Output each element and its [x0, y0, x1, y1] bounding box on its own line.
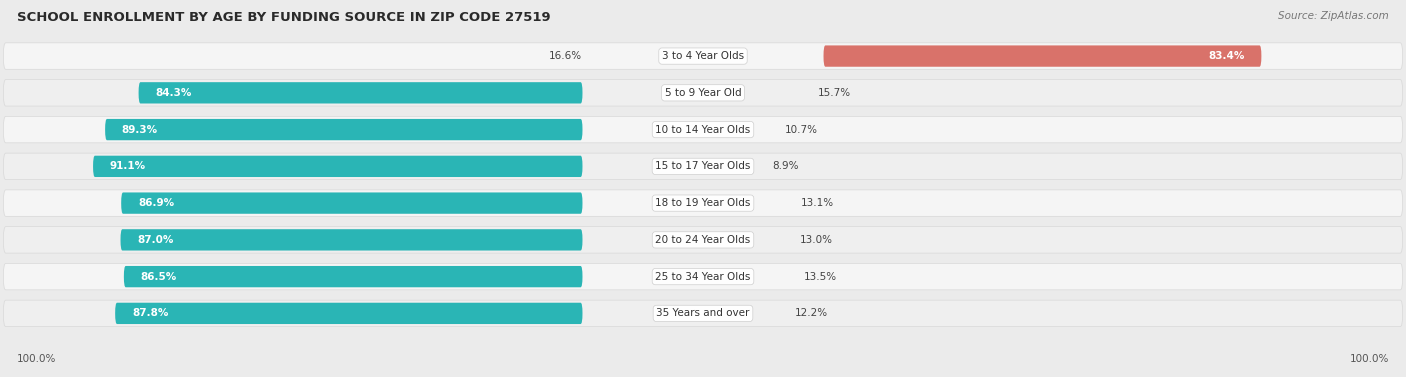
- FancyBboxPatch shape: [3, 116, 1403, 143]
- FancyBboxPatch shape: [124, 266, 582, 287]
- Text: 100.0%: 100.0%: [17, 354, 56, 364]
- Text: 35 Years and over: 35 Years and over: [657, 308, 749, 319]
- Text: 89.3%: 89.3%: [122, 124, 157, 135]
- Text: 25 to 34 Year Olds: 25 to 34 Year Olds: [655, 271, 751, 282]
- FancyBboxPatch shape: [115, 303, 582, 324]
- Text: 12.2%: 12.2%: [794, 308, 828, 319]
- FancyBboxPatch shape: [3, 227, 1403, 253]
- Text: 10 to 14 Year Olds: 10 to 14 Year Olds: [655, 124, 751, 135]
- FancyBboxPatch shape: [3, 153, 1403, 179]
- Text: 20 to 24 Year Olds: 20 to 24 Year Olds: [655, 235, 751, 245]
- Text: 3 to 4 Year Olds: 3 to 4 Year Olds: [662, 51, 744, 61]
- FancyBboxPatch shape: [93, 156, 582, 177]
- Text: 15 to 17 Year Olds: 15 to 17 Year Olds: [655, 161, 751, 172]
- FancyBboxPatch shape: [3, 264, 1403, 290]
- FancyBboxPatch shape: [3, 190, 1403, 216]
- Text: 5 to 9 Year Old: 5 to 9 Year Old: [665, 88, 741, 98]
- Text: 13.1%: 13.1%: [801, 198, 834, 208]
- FancyBboxPatch shape: [3, 300, 1403, 326]
- Text: 91.1%: 91.1%: [110, 161, 146, 172]
- Text: 10.7%: 10.7%: [785, 124, 818, 135]
- FancyBboxPatch shape: [824, 45, 1261, 67]
- FancyBboxPatch shape: [3, 43, 1403, 69]
- FancyBboxPatch shape: [3, 80, 1403, 106]
- Text: 18 to 19 Year Olds: 18 to 19 Year Olds: [655, 198, 751, 208]
- Text: SCHOOL ENROLLMENT BY AGE BY FUNDING SOURCE IN ZIP CODE 27519: SCHOOL ENROLLMENT BY AGE BY FUNDING SOUR…: [17, 11, 551, 24]
- Text: 87.0%: 87.0%: [138, 235, 173, 245]
- Text: 87.8%: 87.8%: [132, 308, 169, 319]
- Text: 86.9%: 86.9%: [138, 198, 174, 208]
- Text: 100.0%: 100.0%: [1350, 354, 1389, 364]
- Text: 8.9%: 8.9%: [773, 161, 799, 172]
- Text: 83.4%: 83.4%: [1208, 51, 1244, 61]
- Text: Source: ZipAtlas.com: Source: ZipAtlas.com: [1278, 11, 1389, 21]
- Text: 84.3%: 84.3%: [155, 88, 191, 98]
- FancyBboxPatch shape: [105, 119, 582, 140]
- Text: 86.5%: 86.5%: [141, 271, 177, 282]
- FancyBboxPatch shape: [121, 192, 582, 214]
- FancyBboxPatch shape: [139, 82, 582, 104]
- Text: 15.7%: 15.7%: [818, 88, 851, 98]
- Text: 13.0%: 13.0%: [800, 235, 834, 245]
- FancyBboxPatch shape: [121, 229, 582, 251]
- Text: 16.6%: 16.6%: [548, 51, 582, 61]
- Text: 13.5%: 13.5%: [803, 271, 837, 282]
